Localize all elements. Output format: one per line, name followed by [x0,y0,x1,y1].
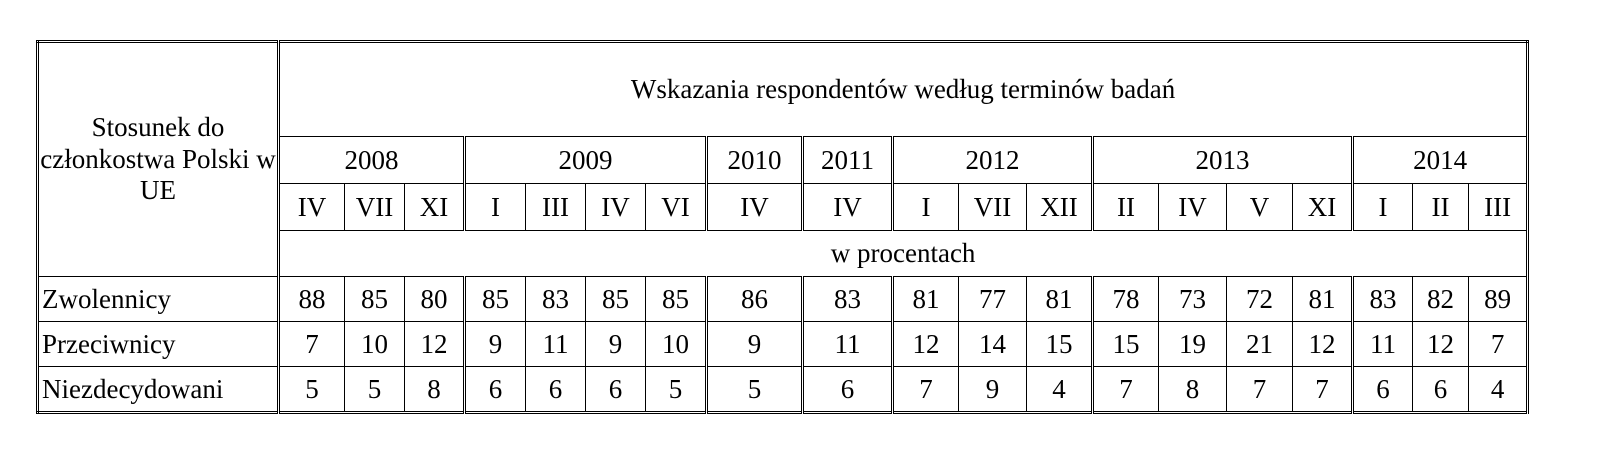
month-header: XI [1292,183,1354,231]
table-cell: 7 [892,366,959,413]
table-cell: 10 [344,321,405,367]
month-header: IV [585,183,646,231]
table-title: Wskazania respondentów według terminów b… [277,41,1529,137]
table-cell: 85 [645,276,708,322]
year-header: 2013 [1092,136,1354,184]
table-cell: 21 [1226,321,1293,367]
table-cell: 5 [645,366,708,413]
table-cell: 19 [1158,321,1227,367]
year-header: 2014 [1351,136,1530,184]
row-label: Zwolennicy [37,276,280,322]
table-cell: 78 [1092,276,1159,322]
table-cell: 8 [1158,366,1227,413]
table-cell: 5 [344,366,405,413]
table-cell: 85 [464,276,526,322]
month-header: V [1226,183,1293,231]
month-header: XI [404,183,466,231]
table-cell: 12 [892,321,959,367]
table-cell: 7 [278,321,345,367]
month-header: III [1467,183,1530,231]
title-row: Stosunek do członkostwa Polski w UE Wska… [37,41,1529,277]
month-header: I [892,183,959,231]
table-cell: 82 [1412,276,1469,322]
row-label: Przeciwnicy [37,321,280,367]
month-header: IV [802,183,894,231]
table-cell: 80 [404,276,466,322]
month-header: XII [1026,183,1094,231]
table-cell: 12 [1292,321,1354,367]
table-cell: 83 [525,276,586,322]
table-cell: 81 [892,276,959,322]
table-cell: 5 [278,366,345,413]
table-cell: 11 [525,321,586,367]
month-header: IV [706,183,804,231]
table-cell: 73 [1158,276,1227,322]
table-cell: 9 [464,321,526,367]
table-cell: 8 [404,366,466,413]
table-cell: 4 [1467,366,1530,413]
table-cell: 6 [464,366,526,413]
month-header-row: IV VII XI I III IV VI IV IV I VII XII II IV V XI I II III [38,183,1530,231]
table-cell: 15 [1092,321,1159,367]
table-cell: 12 [1412,321,1469,367]
table-row: Niezdecydowani 5 5 8 6 6 6 5 5 6 7 9 4 7 8 7 7 6 6 4 [37,366,1530,413]
year-header: 2010 [706,136,804,184]
year-header: 2008 [278,136,466,184]
month-header: IV [1158,183,1227,231]
table-cell: 85 [585,276,646,322]
table-cell: 9 [706,321,804,367]
table-cell: 7 [1467,321,1530,367]
table-cell: 6 [802,366,894,413]
table-cell: 6 [1352,366,1413,413]
table-cell: 6 [585,366,646,413]
table-cell: 77 [958,276,1027,322]
month-header: I [1352,183,1413,231]
unit-label: w procentach [277,230,1529,277]
table-cell: 4 [1026,366,1094,413]
month-header: III [525,183,586,231]
unit-row: w procentach [38,230,1529,277]
table-cell: 83 [1352,276,1413,322]
month-header: VII [958,183,1027,231]
table-cell: 14 [958,321,1027,367]
table-cell: 89 [1467,276,1530,322]
table-cell: 11 [802,321,894,367]
table-cell: 9 [585,321,646,367]
table-cell: 6 [1412,366,1469,413]
table-cell: 12 [404,321,466,367]
table-cell: 81 [1026,276,1094,322]
table-cell: 72 [1226,276,1293,322]
year-header: 2009 [464,136,708,184]
table-cell: 86 [706,276,804,322]
year-header: 2012 [892,136,1094,184]
month-header: VI [645,183,708,231]
table-cell: 7 [1092,366,1159,413]
table-cell: 10 [645,321,708,367]
row-label: Niezdecydowani [37,366,280,413]
table-cell: 85 [344,276,405,322]
month-header: VII [344,183,405,231]
table-row: Zwolennicy 88 85 80 85 83 85 85 86 83 81 77 81 78 73 72… [37,276,1530,322]
year-header: 2011 [802,136,894,184]
table-cell: 9 [958,366,1027,413]
month-header: II [1412,183,1469,231]
month-header: I [464,183,526,231]
month-header: II [1092,183,1159,231]
table-cell: 81 [1292,276,1354,322]
table-cell: 5 [706,366,804,413]
survey-table: Stosunek do członkostwa Polski w UE Wska… [36,40,1530,414]
table-cell: 88 [278,276,345,322]
corner-header: Stosunek do członkostwa Polski w UE [37,41,280,277]
table-cell: 83 [802,276,894,322]
table-cell: 7 [1226,366,1293,413]
table-cell: 11 [1352,321,1413,367]
table-cell: 7 [1292,366,1354,413]
table-cell: 15 [1026,321,1094,367]
table-cell: 6 [525,366,586,413]
table-row: Przeciwnicy 7 10 12 9 11 9 10 9 11 12 14 15 15 19 21 12 1… [37,321,1530,367]
month-header: IV [278,183,345,231]
